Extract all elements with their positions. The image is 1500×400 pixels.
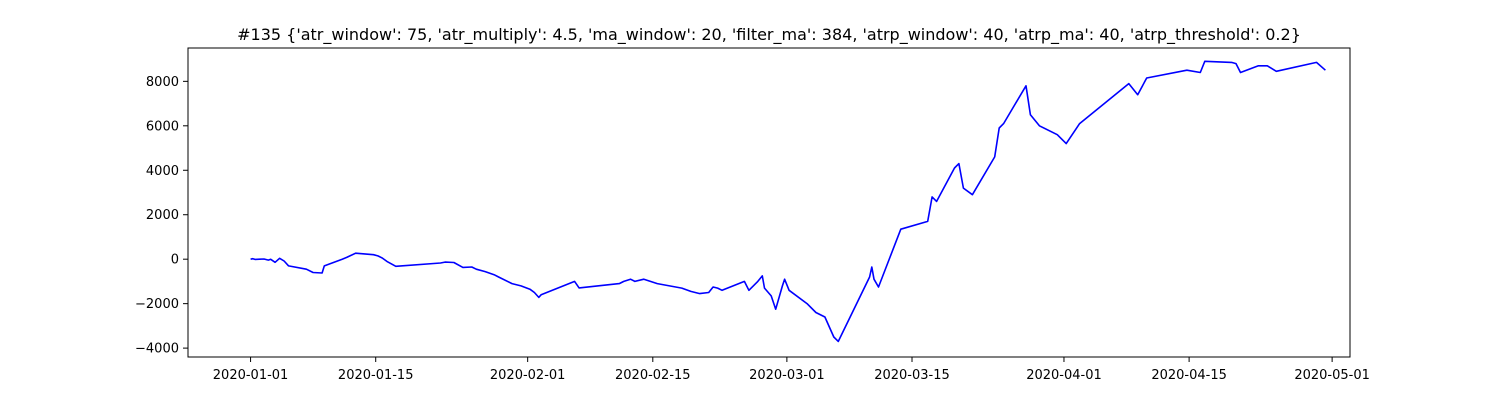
y-tick-label: 0 <box>171 253 179 268</box>
y-tick-label: −4000 <box>135 342 179 357</box>
chart-title: #135 {'atr_window': 75, 'atr_multiply': … <box>237 25 1301 45</box>
y-tick-label: 8000 <box>146 75 179 90</box>
x-tick-label: 2020-01-15 <box>338 368 414 383</box>
y-tick-label: 4000 <box>146 164 179 179</box>
y-tick-label: −2000 <box>135 297 179 312</box>
x-tick-label: 2020-05-01 <box>1294 368 1370 383</box>
series-layer <box>250 60 1326 343</box>
x-tick-label: 2020-04-15 <box>1151 368 1227 383</box>
x-tick-label: 2020-04-01 <box>1026 368 1102 383</box>
x-tick-label: 2020-01-01 <box>213 368 289 383</box>
x-tick-label: 2020-02-01 <box>490 368 566 383</box>
y-axis: −4000 −2000 0 2000 4000 6000 8000 <box>135 75 188 357</box>
y-tick-label: 2000 <box>146 208 179 223</box>
x-axis: 2020-01-01 2020-01-15 2020-02-01 2020-02-15… <box>213 357 1370 383</box>
x-tick-label: 2020-03-01 <box>749 368 825 383</box>
equity-line <box>250 60 1326 343</box>
x-tick-label: 2020-03-15 <box>874 368 950 383</box>
y-tick-label: 6000 <box>146 119 179 134</box>
plot-area-frame <box>187 47 1351 358</box>
x-tick-label: 2020-02-15 <box>615 368 691 383</box>
